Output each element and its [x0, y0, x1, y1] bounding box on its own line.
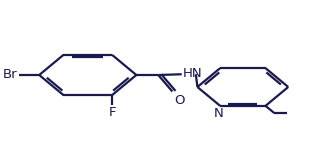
Text: O: O: [174, 94, 184, 107]
Text: Br: Br: [3, 69, 17, 81]
Text: N: N: [214, 107, 224, 120]
Text: F: F: [108, 106, 116, 119]
Text: HN: HN: [183, 67, 202, 80]
